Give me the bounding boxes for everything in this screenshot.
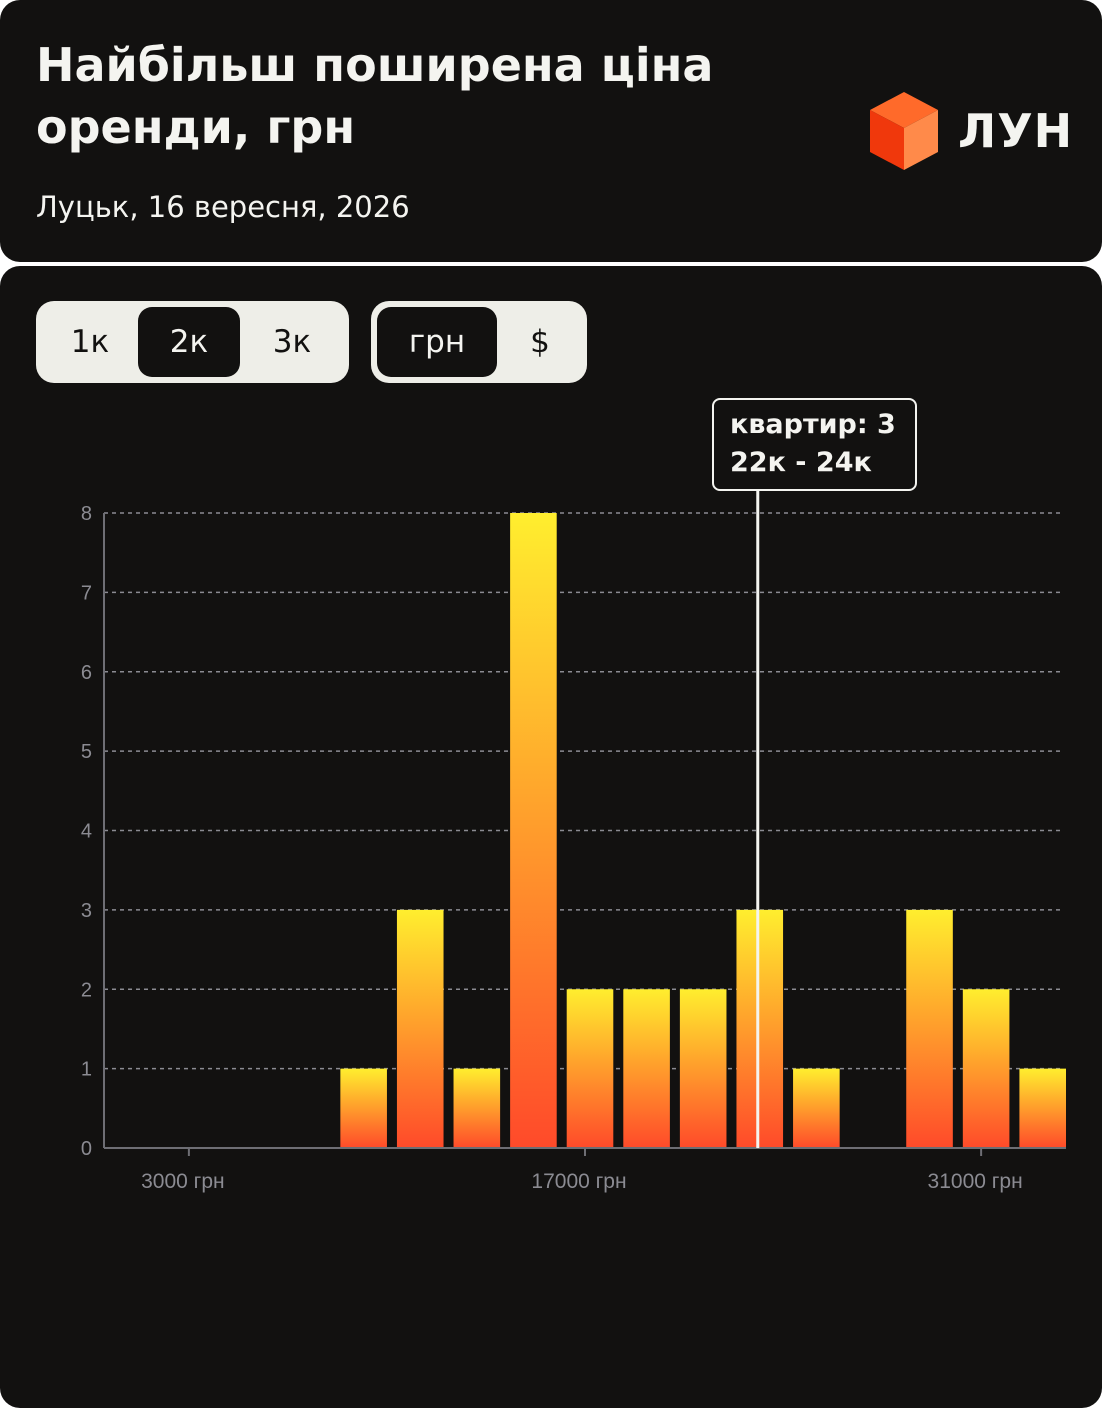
histogram-bar[interactable] [566, 989, 614, 1148]
rooms-option-2k[interactable]: 2к [138, 307, 240, 377]
x-tick-label: 17000 грн [531, 1170, 626, 1193]
rooms-toggle: 1к 2к 3к [36, 301, 349, 383]
histogram-bar[interactable] [1019, 1068, 1066, 1148]
histogram-bar[interactable] [453, 1068, 501, 1148]
currency-option-uah[interactable]: грн [377, 307, 497, 377]
bars [340, 513, 1066, 1148]
tooltip-count: квартир: 3 [730, 409, 896, 440]
histogram-bar[interactable] [906, 909, 953, 1148]
tick-labels: 0 1 2 3 4 5 6 7 8 3000 грн 17000 грн 31000 грн [81, 503, 1023, 1193]
y-tick-label: 3 [81, 900, 92, 922]
y-tick-label: 0 [81, 1138, 92, 1160]
histogram-bar[interactable] [510, 513, 557, 1148]
y-tick-label: 6 [81, 662, 92, 684]
histogram-bar[interactable] [340, 1068, 387, 1148]
histogram-bar[interactable] [679, 989, 727, 1148]
rooms-option-1k[interactable]: 1к [70, 324, 110, 360]
histogram-bar[interactable] [396, 909, 444, 1148]
y-tick-label: 8 [81, 503, 92, 525]
x-tick-label: 3000 грн [141, 1170, 225, 1193]
bar-tooltip: квартир: 3 22к - 24к [712, 398, 917, 491]
cube-logo-icon [870, 92, 938, 170]
brand-name: ЛУН [958, 104, 1074, 158]
histogram-bar[interactable] [623, 989, 670, 1148]
histogram-bar[interactable] [736, 909, 784, 1148]
y-tick-label: 4 [81, 821, 92, 843]
brand-logo: ЛУН [866, 90, 1076, 174]
tooltip-range: 22к - 24к [730, 447, 872, 478]
page-subtitle: Луцьк, 16 вересня, 2026 [36, 190, 410, 224]
currency-toggle: грн $ [371, 301, 587, 383]
rooms-option-3k[interactable]: 3к [272, 324, 312, 360]
header-card: Найбільш поширена ціна оренди, грн Луцьк… [0, 0, 1102, 262]
currency-option-usd[interactable]: $ [530, 324, 550, 360]
axes [103, 490, 1066, 1156]
page-title: Найбільш поширена ціна оренди, грн [36, 38, 714, 154]
y-tick-label: 2 [81, 979, 92, 1001]
histogram-bar[interactable] [793, 1068, 840, 1148]
y-tick-label: 1 [81, 1059, 92, 1081]
x-tick-label: 31000 грн [928, 1170, 1023, 1193]
y-tick-label: 7 [81, 582, 92, 604]
y-tick-label: 5 [81, 741, 92, 763]
histogram-bar[interactable] [962, 989, 1010, 1148]
